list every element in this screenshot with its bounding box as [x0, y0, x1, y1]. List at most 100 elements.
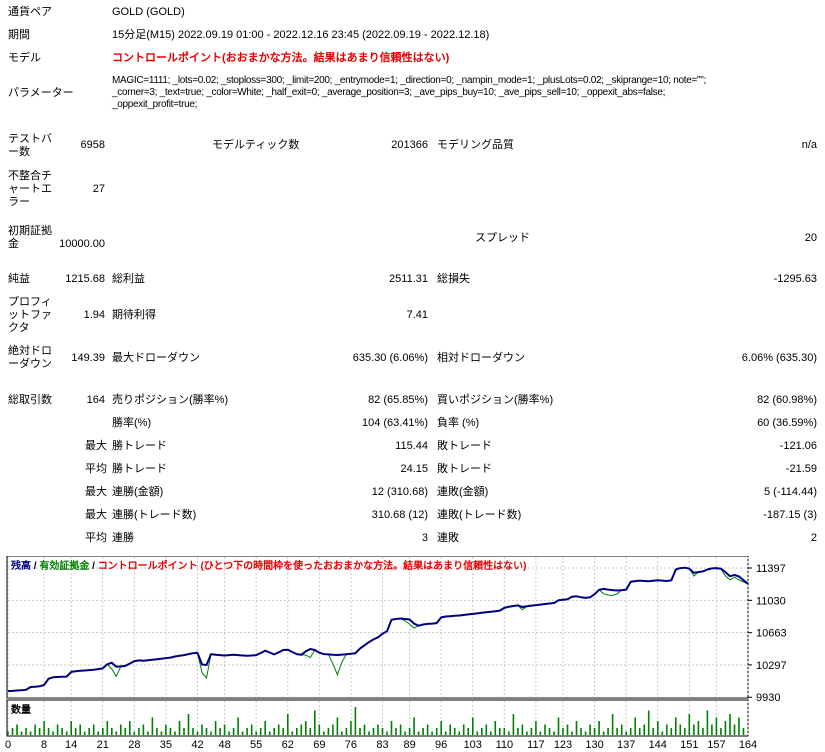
x-axis-label: 123	[554, 739, 572, 751]
volume-bar	[404, 731, 406, 735]
volume-bar	[508, 731, 510, 735]
x-axis-label: 144	[649, 739, 667, 751]
volume-bar	[264, 721, 266, 735]
volume-bar	[593, 728, 596, 735]
stat-label: モデル	[8, 52, 41, 64]
stat-label: 負率 (%)	[437, 417, 480, 429]
x-axis-label: 151	[680, 739, 698, 751]
volume-panel-label: 数量	[11, 705, 31, 716]
volume-bar	[449, 724, 451, 735]
stat-wide-value: コントロールポイント(おおまかな方法。結果はあまり信頼性はない)	[112, 52, 450, 64]
volume-bar	[512, 714, 515, 735]
volume-bar	[539, 731, 542, 735]
volume-bar	[368, 731, 370, 735]
stat-value: -187.15 (3)	[763, 509, 817, 521]
stat-label: 通貨ペア	[8, 6, 52, 18]
volume-bar	[124, 728, 127, 735]
stat-prefix: 平均	[85, 463, 107, 475]
volume-bar	[711, 724, 713, 735]
stat-label: 連勝(金額)	[112, 486, 164, 498]
volume-bar	[214, 721, 217, 735]
stat-label: 純益	[8, 273, 30, 285]
volume-bar	[277, 724, 280, 735]
stat-value: 82 (65.85%)	[368, 394, 428, 406]
volume-bar	[7, 731, 9, 735]
x-axis-label: 117	[527, 739, 545, 751]
volume-bar	[706, 710, 709, 735]
volume-bar	[16, 724, 18, 735]
volume-bar	[282, 728, 284, 735]
stat-value: 10000.00	[59, 238, 105, 250]
volume-bar	[106, 721, 109, 735]
volume-bar	[241, 731, 244, 735]
x-axis-label: 28	[128, 739, 140, 751]
volume-bar	[386, 731, 388, 735]
volume-bar	[97, 731, 99, 735]
chart-legend: 残高 / 有効証拠金 / コントロールポイント (ひとつ下の時間枠を使ったおおま…	[11, 557, 526, 572]
volume-bar	[228, 731, 230, 735]
volume-bar	[377, 724, 379, 735]
volume-bar	[11, 728, 14, 735]
stat-wide-value: MAGIC=1111; _lots=0.02; _stoploss=300; _…	[112, 75, 706, 110]
volume-bar	[237, 717, 239, 735]
x-axis-label: 137	[617, 739, 635, 751]
volume-bar	[187, 714, 190, 735]
stat-label: 総利益	[112, 273, 145, 285]
volume-bar	[296, 728, 298, 735]
volume-bar	[530, 728, 533, 735]
x-axis-label: 8	[41, 739, 47, 751]
volume-bar	[318, 724, 321, 735]
volume-bar	[323, 731, 325, 735]
volume-bar	[629, 728, 632, 735]
stat-label: 連敗(トレード数)	[437, 509, 522, 521]
stat-value: 2511.31	[389, 273, 428, 285]
stat-label: 連敗	[437, 532, 459, 544]
legend-equity: 有効証拠金	[39, 561, 90, 572]
volume-bar	[715, 717, 718, 735]
volume-bar	[232, 728, 235, 735]
volume-bar	[196, 731, 199, 735]
volume-bar	[440, 721, 442, 735]
stat-value: 164	[86, 394, 105, 406]
volume-bar	[102, 728, 104, 735]
volume-bar	[490, 731, 492, 735]
volume-bar	[70, 721, 72, 735]
stat-value: n/a	[801, 139, 817, 151]
volume-bar	[521, 724, 524, 735]
volume-bar	[354, 707, 357, 735]
legend-separator: /	[89, 561, 98, 572]
y-axis-label: 9930	[756, 692, 780, 704]
volume-bar	[607, 728, 609, 735]
volume-bar	[92, 724, 95, 735]
volume-bar	[273, 728, 275, 735]
x-axis-label: 103	[464, 739, 482, 751]
volume-bar	[250, 724, 253, 735]
stat-label: 初期証拠 金	[8, 225, 52, 250]
volume-bar	[666, 724, 668, 735]
volume-bar	[174, 731, 176, 735]
x-axis-label: 69	[313, 739, 325, 751]
volume-bar	[399, 724, 402, 735]
legend-separator: /	[31, 561, 40, 572]
stat-label: 連勝	[112, 532, 134, 544]
volume-bar	[291, 731, 294, 735]
stat-label: 相対ドローダウン	[437, 352, 525, 364]
stat-value: 60 (36.59%)	[757, 417, 817, 429]
volume-bar	[733, 724, 736, 735]
volume-bar	[115, 731, 118, 735]
volume-bar	[462, 724, 465, 735]
volume-bar	[453, 728, 456, 735]
volume-bar	[359, 728, 361, 735]
volume-bar	[526, 731, 528, 735]
volume-bar	[259, 728, 262, 735]
volume-bar	[697, 721, 700, 735]
volume-bar	[738, 717, 740, 735]
volume-bar	[255, 731, 257, 735]
stat-value: 82 (60.98%)	[757, 394, 817, 406]
stat-prefix: 最大	[85, 440, 107, 452]
main-plot-box	[6, 556, 749, 699]
x-axis-label: 130	[585, 739, 603, 751]
volume-bar	[548, 728, 551, 735]
volume-bar	[688, 714, 691, 735]
